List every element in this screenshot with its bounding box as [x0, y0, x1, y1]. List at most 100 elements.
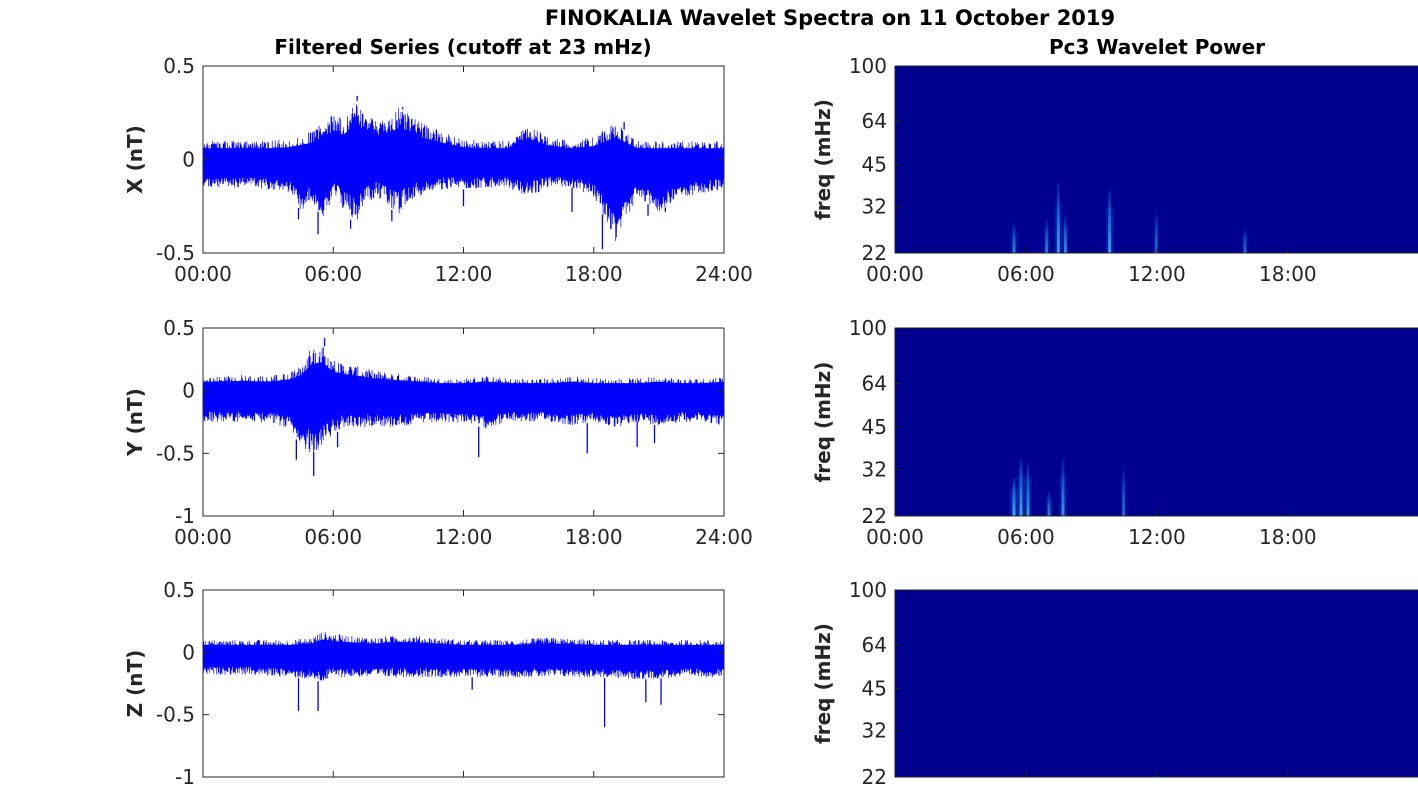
y-tick-label: -0.5	[156, 703, 195, 727]
x-tick-label: 06:00	[304, 262, 362, 286]
x-tick-label: 24:00	[695, 262, 753, 286]
y-tick-label: 64	[862, 633, 887, 657]
wavelet-image-z	[895, 590, 1418, 777]
figure-title: FINOKALIA Wavelet Spectra on 11 October …	[545, 6, 1115, 30]
y-axis-label: freq (mHz)	[811, 362, 835, 483]
wavelet-panel-z: 100 64 45 32 22 freq (mHz)	[811, 578, 1418, 788]
wavelet-streak-halo	[1152, 223, 1161, 253]
wavelet-streak-halo	[1059, 475, 1067, 516]
y-tick-label: 64	[862, 371, 887, 395]
y-tick-label: 22	[862, 504, 887, 528]
y-axis-label: freq (mHz)	[811, 99, 835, 220]
y-tick-label: 22	[862, 765, 887, 788]
wavelet-streak	[1122, 465, 1126, 516]
x-tick-label: 06:00	[997, 262, 1055, 286]
x-tick-label: 18:00	[1259, 525, 1317, 549]
series-panel-x: 0.5 0 -0.500:00 06:00 12:00 18:00 24:00 X (nT)	[123, 54, 753, 286]
y-axis-label: Y (nT)	[123, 388, 147, 457]
axis-frame	[894, 327, 1418, 517]
y-tick-label: -1	[175, 504, 195, 528]
y-tick-label: 45	[862, 153, 887, 177]
wavelet-streak-halo	[1024, 478, 1032, 516]
wavelet-streak-halo	[1241, 235, 1249, 253]
wavelet-streak	[1012, 477, 1016, 516]
y-tick-label: -0.5	[156, 441, 195, 465]
y-tick-label: 0	[182, 640, 195, 664]
y-tick-label: -1	[175, 765, 195, 788]
wavelet-streak	[1026, 461, 1030, 516]
x-tick-label: 00:00	[174, 262, 232, 286]
x-tick-label: 00:00	[174, 525, 232, 549]
y-tick-label: 64	[862, 109, 887, 133]
wavelet-streak-halo	[1061, 226, 1070, 253]
x-tick-label: 06:00	[304, 525, 362, 549]
y-axis-label: freq (mHz)	[811, 623, 835, 744]
wavelet-streak-halo	[1045, 498, 1053, 516]
wavelet-streak-halo	[1017, 475, 1025, 516]
y-tick-label: 45	[862, 677, 887, 701]
wavelet-image-x	[895, 66, 1418, 253]
x-tick-label: 06:00	[997, 525, 1055, 549]
y-tick-label: 32	[862, 457, 887, 481]
y-tick-label: 22	[862, 241, 887, 265]
series-core-x	[203, 123, 724, 208]
right-column-title: Pc3 Wavelet Power	[1049, 35, 1265, 59]
y-tick-label: -0.5	[156, 241, 195, 265]
series-core-y	[203, 362, 724, 428]
wavelet-streak	[1108, 188, 1112, 253]
x-tick-label: 18:00	[565, 262, 623, 286]
y-axis-label: X (nT)	[123, 125, 147, 194]
y-tick-label: 100	[849, 578, 887, 602]
wavelet-streak	[1019, 458, 1023, 516]
series-core-z	[203, 639, 724, 671]
y-tick-label: 32	[862, 719, 887, 743]
series-trace-x	[203, 95, 724, 250]
y-tick-label: 45	[862, 415, 887, 439]
wavelet-streak	[1012, 223, 1016, 253]
wavelet-streak-halo	[1105, 208, 1114, 253]
y-axis-label: Z (nT)	[123, 650, 147, 718]
series-panel-z: 0.5 0 -0.5 -1 Z (nT)	[123, 578, 725, 788]
x-tick-label: 00:00	[866, 525, 924, 549]
wavelet-image-y	[895, 328, 1418, 516]
x-tick-label: 12:00	[1128, 262, 1186, 286]
x-tick-label: 12:00	[435, 525, 493, 549]
x-tick-label: 12:00	[1128, 525, 1186, 549]
y-tick-label: 0	[182, 379, 195, 403]
wavelet-streak	[1154, 210, 1158, 253]
y-tick-label: 0.5	[163, 578, 195, 602]
wavelet-streak-halo	[1119, 480, 1128, 516]
series-trace-y	[203, 338, 724, 476]
x-tick-label: 12:00	[435, 262, 493, 286]
y-tick-label: 0.5	[163, 54, 195, 78]
x-tick-label: 24:00	[695, 525, 753, 549]
wavelet-streak-halo	[1054, 203, 1063, 253]
wavelet-streak-halo	[1010, 489, 1018, 516]
wavelet-streak-halo	[1010, 232, 1018, 253]
series-panel-y: 0.5 0 -0.5 -100:00 06:00 12:00 18:00 24:00 Y (nT…	[123, 316, 753, 549]
wavelet-background	[895, 328, 1418, 516]
left-column-title: Filtered Series (cutoff at 23 mHz)	[274, 35, 651, 59]
wavelet-streak	[1047, 490, 1051, 516]
y-tick-label: 100	[849, 316, 887, 340]
axis-frame	[894, 589, 1418, 778]
x-tick-label: 18:00	[1259, 262, 1317, 286]
y-tick-label: 32	[862, 195, 887, 219]
y-tick-label: 0.5	[163, 316, 195, 340]
series-trace-z	[203, 631, 724, 728]
wavelet-background	[895, 590, 1418, 777]
axis-frame	[894, 65, 1418, 254]
x-tick-label: 18:00	[565, 525, 623, 549]
wavelet-streak	[1243, 227, 1247, 253]
plot-area: 0.50-0.500:00 06:00 12:00 18:00 24:00X (nT)0…	[123, 54, 1418, 788]
axis-frame	[202, 327, 725, 517]
y-tick-label: 100	[849, 54, 887, 78]
wavelet-streak	[1061, 458, 1065, 516]
x-tick-label: 00:00	[866, 262, 924, 286]
wavelet-streak	[1045, 218, 1049, 253]
wavelet-streak	[1056, 182, 1060, 253]
wavelet-streak	[1063, 214, 1067, 253]
